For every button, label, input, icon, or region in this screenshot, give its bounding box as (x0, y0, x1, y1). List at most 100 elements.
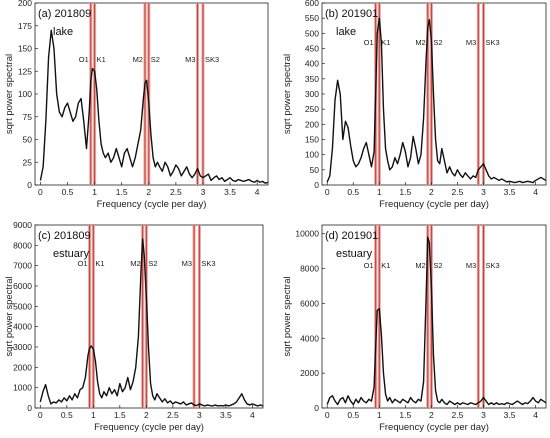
y-tick-label: 150 (18, 44, 32, 54)
panel-subtitle: lake (336, 26, 356, 38)
plot-frame (321, 224, 547, 409)
x-tick-label: 0 (38, 410, 43, 420)
x-tick-label: 3 (481, 187, 486, 197)
y-tick-label: 600 (305, 0, 319, 8)
chart-panel-d: O1 K1 M2 S2 M3 SK3 0 0.5 1 1.5 2 2.5 3 3.5 4 0 2000 4000 6… (282, 224, 547, 433)
x-tick-label: 0.5 (61, 410, 73, 420)
y-tick-label: 6000 (300, 298, 319, 308)
x-tick-label: 4 (533, 187, 538, 197)
x-tick-label: 3.5 (504, 187, 516, 197)
y-tick-label: 7000 (13, 261, 32, 271)
x-tick-label: 1 (377, 410, 382, 420)
panel-title: (d) 201901 (325, 230, 378, 242)
y-tick-label: 0 (314, 180, 319, 190)
panel-title: (a) 201809 (38, 8, 91, 20)
y-axis-label: sqrt power spectral (4, 54, 15, 134)
x-tick-label: 0.5 (347, 410, 359, 420)
y-tick-label: 3000 (13, 342, 32, 352)
y-axis-label: sqrt power spectral (282, 276, 293, 356)
y-tick-label: 4000 (300, 333, 319, 343)
constituent-label: S2 (148, 259, 157, 268)
y-tick-label: 100 (305, 150, 319, 160)
constituent-label: M3 (466, 261, 476, 270)
x-tick-label: 3 (201, 187, 206, 197)
x-tick-label: 1.5 (399, 187, 411, 197)
x-tick-label: 1.5 (399, 410, 411, 420)
x-tick-label: 4 (533, 410, 538, 420)
constituent-label: S2 (433, 38, 442, 47)
x-tick-label: 1 (377, 187, 382, 197)
constituent-label: S2 (151, 55, 160, 64)
y-tick-label: 200 (18, 0, 32, 8)
y-tick-label: 8000 (300, 264, 319, 274)
y-tick-label: 200 (305, 119, 319, 129)
constituent-label: M2 (415, 261, 425, 270)
x-tick-label: 3.5 (504, 410, 516, 420)
spectrum-line (326, 17, 547, 184)
y-tick-label: 150 (305, 135, 319, 145)
constituent-label: SK3 (485, 261, 499, 270)
constituent-label: K1 (95, 259, 104, 268)
y-tick-label: 300 (305, 89, 319, 99)
constituent-label: M2 (130, 259, 140, 268)
y-axis-label: sqrt power spectral (4, 276, 15, 356)
spectrum-line (326, 236, 547, 406)
chart-panel-a: O1 K1 M2 S2 M3 SK3 0 0.5 1 1.5 2 2.5 3 3.5 4 0 25 50 75 100… (4, 0, 269, 210)
y-tick-label: 175 (18, 21, 32, 31)
x-tick-label: 4 (255, 187, 260, 197)
y-tick-label: 1000 (13, 383, 32, 393)
constituent-label: O1 (79, 55, 89, 64)
y-tick-label: 6000 (13, 281, 32, 291)
x-tick-label: 2.5 (452, 187, 464, 197)
constituent-label: SK3 (485, 38, 499, 47)
plot-frame (34, 224, 264, 409)
y-tick-label: 5000 (13, 301, 32, 311)
x-tick-label: 1.5 (116, 187, 128, 197)
chart-panel-c: O1 K1 M2 S2 M3 SK3 0 0.5 1 1.5 2 2.5 3 3.5 4 0 1000 2000 3… (4, 220, 264, 433)
panel-subtitle: lake (53, 26, 73, 38)
y-tick-label: 0 (27, 180, 32, 190)
x-tick-label: 3.5 (224, 187, 236, 197)
x-tick-label: 1.5 (114, 410, 126, 420)
constituent-label: M3 (185, 55, 195, 64)
constituent-label: SK3 (205, 55, 219, 64)
x-tick-label: 1 (91, 410, 96, 420)
y-tick-label: 550 (305, 13, 319, 23)
y-tick-label: 0 (27, 403, 32, 413)
constituent-label: K1 (381, 261, 390, 270)
constituent-label: K1 (381, 38, 390, 47)
panel-subtitle: estuary (336, 248, 373, 260)
constituent-label: O1 (364, 38, 374, 47)
panel-title: (b) 201901 (325, 8, 378, 20)
y-tick-label: 400 (305, 59, 319, 69)
spectrum-line (39, 29, 269, 184)
y-tick-label: 50 (23, 135, 33, 145)
x-axis-label: Frequency (cycle per day) (94, 422, 204, 433)
panel-subtitle: estuary (53, 248, 90, 260)
y-tick-label: 4000 (13, 322, 32, 332)
y-tick-label: 0 (314, 403, 319, 413)
y-tick-label: 350 (305, 74, 319, 84)
constituent-label: M2 (133, 55, 143, 64)
y-tick-label: 250 (305, 104, 319, 114)
x-tick-label: 3 (481, 410, 486, 420)
constituent-label: O1 (364, 261, 374, 270)
constituent-label: S2 (433, 261, 442, 270)
plot-frame (34, 2, 269, 186)
y-tick-label: 2000 (13, 362, 32, 372)
y-tick-label: 10000 (295, 229, 319, 239)
x-tick-label: 1 (92, 187, 97, 197)
y-tick-label: 25 (23, 157, 33, 167)
y-axis-label: sqrt power spectral (282, 54, 293, 134)
x-tick-label: 2 (429, 410, 434, 420)
x-tick-label: 3.5 (220, 410, 232, 420)
x-tick-label: 4 (250, 410, 255, 420)
x-tick-label: 0 (325, 187, 330, 197)
y-tick-label: 125 (18, 66, 32, 76)
x-tick-label: 2 (144, 410, 149, 420)
x-tick-label: 2.5 (167, 410, 179, 420)
constituent-label: M2 (415, 38, 425, 47)
y-tick-label: 100 (18, 89, 32, 99)
x-axis-label: Frequency (cycle per day) (379, 199, 489, 210)
